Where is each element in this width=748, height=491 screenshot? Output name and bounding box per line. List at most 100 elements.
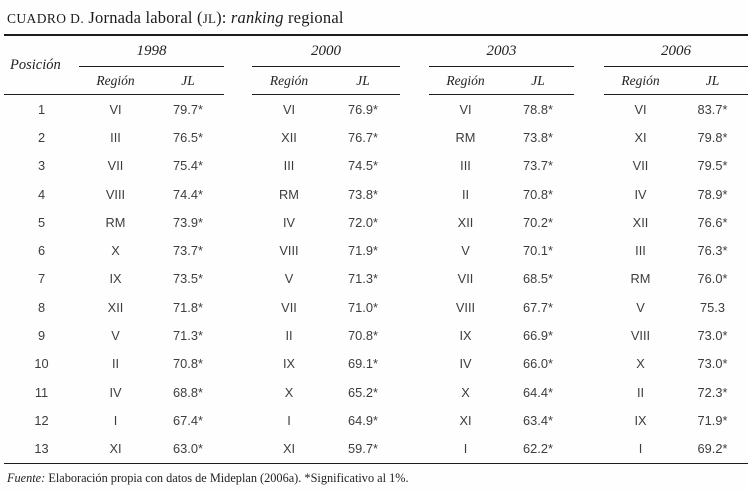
column-header-jl: JL: [152, 66, 224, 95]
column-gap: [224, 321, 252, 349]
jl-value-cell: 59.7*: [348, 441, 378, 457]
column-header-jl: JL: [326, 66, 400, 95]
jl-value-cell: 71.3*: [348, 271, 378, 287]
column-header-region: Región: [429, 66, 502, 95]
table-title: CUADRO D. Jornada laboral (JL): ranking …: [7, 8, 746, 28]
column-gap: [574, 321, 604, 349]
jl-value-cell: 73.0*: [697, 356, 728, 372]
jl-value-cell: 68.8*: [173, 384, 203, 400]
column-gap: [224, 406, 252, 434]
jl-value-cell: 72.0*: [348, 214, 378, 230]
column-gap: [400, 321, 429, 349]
jl-value-cell: 65.2*: [348, 384, 378, 400]
jl-value-cell: 62.2*: [523, 441, 553, 457]
region-cell: II: [285, 328, 293, 344]
column-gap: [400, 236, 429, 264]
region-cell: XII: [632, 214, 649, 230]
title-text-mid: ):: [216, 8, 231, 27]
title-italic-word: ranking: [230, 8, 284, 27]
column-gap: [400, 35, 429, 95]
column-gap: [400, 435, 429, 464]
column-gap: [224, 293, 252, 321]
jl-value-cell: 64.4*: [523, 384, 553, 400]
posicion-cell: 9: [37, 328, 46, 344]
region-cell: VI: [109, 101, 122, 117]
jl-value-cell: 79.5*: [697, 158, 728, 174]
column-gap: [400, 293, 429, 321]
region-cell: VI: [634, 101, 647, 117]
column-gap: [224, 236, 252, 264]
column-gap: [574, 208, 604, 236]
region-cell: IV: [634, 186, 647, 202]
column-gap: [224, 265, 252, 293]
region-cell: XII: [457, 214, 474, 230]
region-cell: VI: [282, 101, 296, 117]
column-gap: [400, 95, 429, 124]
jl-value-cell: 71.9*: [348, 243, 378, 259]
jl-value-cell: 72.3*: [697, 384, 728, 400]
region-cell: VIII: [630, 328, 651, 344]
jl-value-cell: 70.8*: [173, 356, 203, 372]
column-gap: [574, 406, 604, 434]
column-gap: [574, 350, 604, 378]
source-label: Fuente:: [7, 470, 46, 485]
jl-value-cell: 76.3*: [697, 243, 728, 259]
region-cell: IX: [282, 356, 296, 372]
jl-value-cell: 67.7*: [523, 299, 553, 315]
table-header: Posición 1998 2000 2003 2006 Región JL R…: [4, 35, 748, 95]
jl-value-cell: 78.9*: [697, 186, 728, 202]
region-cell: VII: [632, 158, 649, 174]
column-gap: [224, 180, 252, 208]
region-cell: X: [284, 384, 294, 400]
region-cell: XII: [281, 129, 297, 145]
jl-value-cell: 75.3: [700, 299, 725, 315]
jl-value-cell: 70.1*: [523, 243, 553, 259]
column-gap: [574, 265, 604, 293]
jl-value-cell: 73.7*: [173, 243, 203, 259]
posicion-cell: 12: [34, 412, 49, 428]
region-cell: I: [638, 441, 643, 457]
jl-value-cell: 76.0*: [697, 271, 728, 287]
column-gap: [224, 378, 252, 406]
table-row: 10 II 70.8* IX 69.1* IV 66.0* X 73.0*: [4, 350, 748, 378]
table-row: 4 VIII 74.4* RM 73.8* II 70.8* IV 78.9*: [4, 180, 748, 208]
table-row: 9 V 71.3* II 70.8* IX 66.9* VIII 73.0*: [4, 321, 748, 349]
region-cell: III: [110, 129, 121, 145]
region-cell: II: [636, 384, 645, 400]
column-gap: [224, 152, 252, 180]
table-row: 11 IV 68.8* X 65.2* X 64.4* II 72.3*: [4, 378, 748, 406]
column-gap: [574, 35, 604, 95]
region-cell: II: [461, 186, 470, 202]
table-row: 12 I 67.4* I 64.9* XI 63.4* IX 71.9*: [4, 406, 748, 434]
region-cell: V: [111, 328, 120, 344]
jl-value-cell: 67.4*: [173, 412, 203, 428]
column-header-posicion: Posición: [4, 35, 79, 95]
posicion-cell: 3: [37, 158, 46, 174]
region-cell: RM: [279, 186, 299, 202]
region-cell: VI: [459, 101, 472, 117]
jl-value-cell: 68.5*: [523, 271, 553, 287]
region-cell: VII: [107, 158, 124, 174]
column-header-jl: JL: [677, 66, 748, 95]
posicion-cell: 4: [37, 186, 46, 202]
column-header-region: Región: [604, 66, 677, 95]
column-header-region: Región: [79, 66, 152, 95]
source-text: Elaboración propia con datos de Mideplan…: [45, 470, 409, 485]
jl-value-cell: 76.6*: [697, 214, 728, 230]
region-cell: I: [463, 441, 468, 457]
posicion-cell: 2: [37, 129, 46, 145]
column-gap: [400, 180, 429, 208]
posicion-cell: 5: [37, 214, 46, 230]
jl-value-cell: 73.5*: [173, 271, 203, 287]
jl-value-cell: 73.0*: [697, 328, 728, 344]
jl-value-cell: 73.8*: [348, 186, 378, 202]
column-gap: [224, 350, 252, 378]
jl-value-cell: 70.8*: [348, 328, 378, 344]
region-cell: X: [111, 243, 120, 259]
region-cell: IX: [459, 328, 472, 344]
jl-value-cell: 73.7*: [523, 158, 553, 174]
region-cell: IX: [634, 412, 647, 428]
table-row: 2 III 76.5* XII 76.7* RM 73.8* XI 79.8*: [4, 123, 748, 151]
region-cell: VIII: [279, 243, 299, 259]
